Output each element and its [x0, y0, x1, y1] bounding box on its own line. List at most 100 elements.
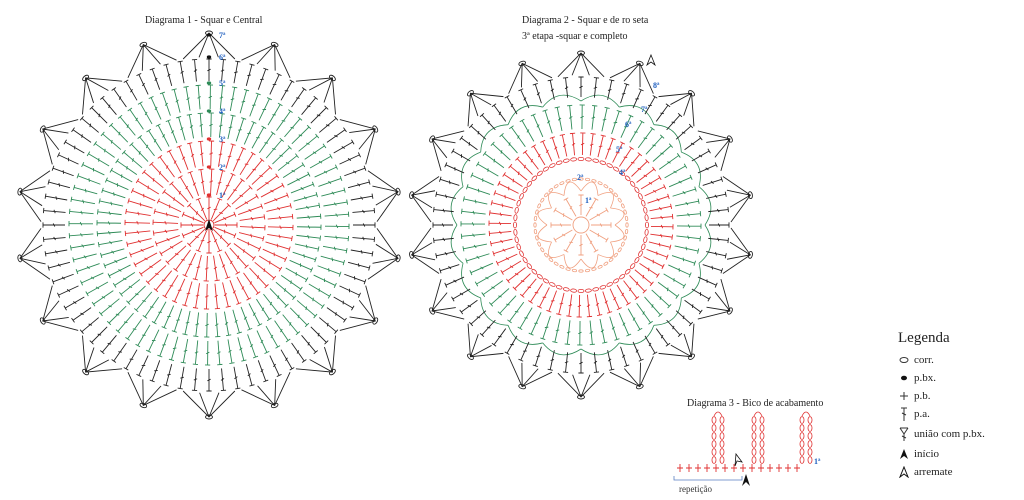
double-crochet-stitch — [243, 120, 257, 145]
double-crochet-stitch — [218, 141, 226, 167]
double-crochet-stitch — [163, 363, 173, 387]
double-crochet-stitch — [42, 236, 66, 243]
double-crochet-stitch — [57, 152, 79, 165]
legend-label: corr. — [914, 354, 934, 366]
chain-arch — [580, 254, 599, 269]
slip-stitch-marker — [206, 165, 212, 169]
double-crochet-stitch — [245, 363, 255, 387]
fan-stitch — [182, 390, 236, 418]
double-crochet-stitch — [629, 275, 647, 294]
double-crochet-stitch — [490, 141, 511, 161]
fan-stitch — [411, 190, 436, 209]
double-crochet-stitch — [137, 135, 155, 157]
double-crochet-stitch — [589, 207, 609, 221]
double-crochet-stitch — [215, 222, 238, 228]
double-crochet-stitch — [80, 272, 104, 286]
double-crochet-stitch — [512, 273, 531, 291]
fan-stitch — [431, 138, 456, 159]
double-crochet-stitch — [310, 326, 329, 345]
picot-chain — [395, 187, 401, 196]
chain-stitch — [643, 236, 648, 244]
fan-stitch — [470, 334, 492, 358]
round-label: 1ª — [814, 457, 821, 466]
picot-chain — [409, 191, 415, 200]
double-crochet-stitch — [93, 141, 115, 158]
double-crochet-stitch — [644, 296, 663, 318]
double-crochet-stitch — [298, 133, 320, 152]
double-crochet-stitch — [664, 163, 688, 179]
round-3-chains — [512, 156, 650, 294]
double-crochet-stitch — [620, 346, 630, 367]
chain-arch — [450, 224, 464, 264]
double-crochet-stitch — [232, 309, 242, 334]
double-crochet-stitch — [623, 280, 640, 300]
chain-arch — [580, 342, 620, 356]
chain-arch — [580, 94, 620, 108]
double-crochet-stitch — [206, 58, 212, 81]
chain-arch — [597, 192, 614, 209]
double-crochet-stitch — [163, 63, 173, 87]
repeat-label: repetição — [679, 484, 712, 494]
round-1 — [180, 196, 238, 254]
chain-arch — [597, 241, 614, 258]
chain-stitch — [799, 448, 805, 456]
chain-stitch — [613, 192, 618, 198]
double-crochet-stitch — [639, 263, 660, 278]
double-crochet-stitch — [183, 86, 191, 111]
chain-stitch — [535, 209, 539, 215]
slip-stitch-marker — [206, 33, 212, 37]
double-crochet-stitch — [515, 156, 533, 175]
double-crochet-stitch — [655, 103, 671, 122]
chain-stitch — [624, 268, 631, 275]
double-crochet-stitch — [181, 211, 204, 224]
double-crochet-stitch — [187, 142, 196, 168]
double-crochet-stitch — [708, 237, 729, 244]
double-crochet-stitch — [63, 139, 85, 154]
double-crochet-stitch — [502, 172, 523, 187]
double-crochet-stitch — [597, 134, 606, 158]
double-crochet-stitch — [256, 173, 280, 191]
double-crochet-stitch — [44, 249, 68, 257]
double-crochet-stitch — [504, 335, 518, 355]
double-crochet-stitch — [435, 251, 456, 259]
chain-stitch — [711, 432, 717, 440]
chain-stitch — [571, 268, 578, 273]
double-crochet-stitch — [233, 243, 256, 261]
double-crochet-stitch — [468, 123, 487, 140]
double-crochet-stitch — [208, 112, 214, 138]
chain-stitch — [592, 158, 600, 163]
double-crochet-stitch — [508, 163, 528, 181]
double-crochet-stitch — [86, 151, 110, 167]
chain-arch — [753, 411, 763, 417]
double-crochet-stitch — [239, 214, 266, 221]
double-crochet-stitch — [518, 341, 530, 362]
double-crochet-stitch — [264, 192, 289, 205]
repeat-bracket — [673, 476, 743, 481]
double-crochet-stitch — [528, 283, 543, 304]
chain-stitch — [759, 432, 765, 440]
double-crochet-stitch — [663, 273, 687, 289]
double-crochet-stitch — [127, 107, 144, 130]
double-crochet-stitch — [195, 197, 208, 220]
double-crochet-stitch — [232, 146, 247, 172]
chain-stitch — [549, 163, 556, 168]
fan-stitch — [624, 362, 642, 387]
double-crochet-stitch — [106, 305, 127, 326]
round-2-chains — [533, 177, 629, 273]
legend-title: Legenda — [898, 330, 950, 346]
chain-stitch — [559, 181, 565, 185]
double-crochet-stitch — [229, 86, 238, 112]
double-crochet-stitch — [697, 162, 718, 174]
chain-arch — [563, 254, 582, 269]
double-crochet-stitch — [275, 281, 297, 301]
chain-arch — [507, 325, 543, 345]
double-crochet-stitch — [285, 267, 309, 283]
chain-stitch — [533, 228, 538, 235]
fan-stitch — [520, 63, 538, 88]
chain-stitch — [625, 222, 629, 228]
double-crochet-stitch — [203, 283, 210, 310]
picot-chain — [467, 353, 474, 360]
chain-stitch — [638, 250, 643, 257]
double-crochet-stitch — [186, 113, 195, 139]
double-crochet-stitch — [709, 222, 730, 228]
